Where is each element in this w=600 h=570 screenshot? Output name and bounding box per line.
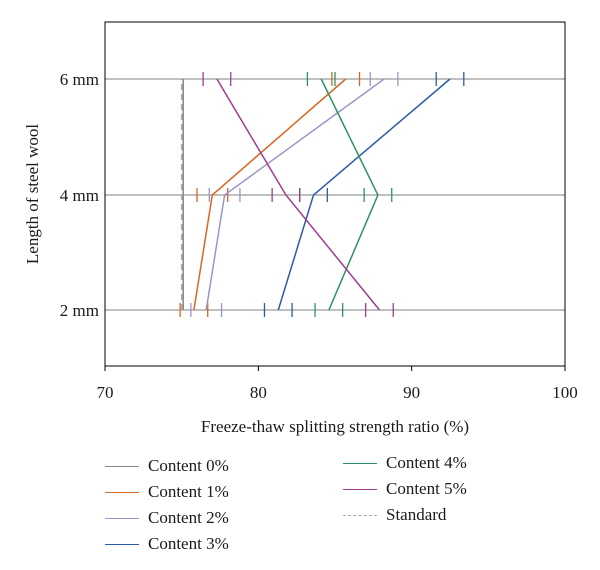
series-line bbox=[320, 78, 379, 311]
y-tick-label: 4 mm bbox=[60, 186, 99, 205]
legend-swatch bbox=[105, 517, 139, 519]
x-tick-label: 100 bbox=[552, 383, 578, 402]
series-content-1- bbox=[179, 72, 361, 317]
legend-item-content-0: Content 0% bbox=[105, 455, 229, 477]
x-ticks: 70 80 90 100 bbox=[97, 366, 578, 402]
legend-swatch bbox=[343, 514, 377, 516]
x-tick-label: 70 bbox=[97, 383, 114, 402]
series-content-5- bbox=[202, 72, 394, 317]
legend-label: Content 1% bbox=[148, 482, 229, 501]
legend-swatch bbox=[105, 543, 139, 545]
y-ticks: 2 mm 4 mm 6 mm bbox=[60, 70, 99, 320]
legend-label: Content 4% bbox=[386, 453, 467, 472]
legend-swatch bbox=[105, 491, 139, 493]
legend-item-content-4: Content 4% bbox=[343, 452, 467, 474]
legend-item-content-5: Content 5% bbox=[343, 478, 467, 500]
legend-label: Content 0% bbox=[148, 456, 229, 475]
legend-item-content-3: Content 3% bbox=[105, 533, 229, 555]
legend-swatch bbox=[343, 462, 377, 464]
plot-frame bbox=[104, 21, 566, 367]
series-content-2- bbox=[190, 72, 399, 317]
legend-item-content-2: Content 2% bbox=[105, 507, 229, 529]
legend-label: Content 5% bbox=[386, 479, 467, 498]
legend-item-standard: Standard bbox=[343, 504, 446, 526]
series-content-4- bbox=[306, 72, 393, 317]
legend-label: Content 2% bbox=[148, 508, 229, 527]
x-tick-label: 90 bbox=[403, 383, 420, 402]
series-line bbox=[205, 78, 385, 311]
x-tick-label: 80 bbox=[250, 383, 267, 402]
y-tick-label: 6 mm bbox=[60, 70, 99, 89]
legend-swatch bbox=[105, 465, 139, 467]
y-axis-label: Length of steel wool bbox=[23, 124, 42, 264]
series-lines bbox=[179, 72, 465, 317]
series-line bbox=[277, 78, 451, 311]
y-tick-label: 2 mm bbox=[60, 301, 99, 320]
legend-swatch bbox=[343, 488, 377, 490]
series-line bbox=[216, 78, 381, 311]
x-axis-label: Freeze-thaw splitting strength ratio (%) bbox=[201, 417, 469, 436]
legend-label: Standard bbox=[386, 505, 447, 524]
gridlines bbox=[105, 78, 565, 311]
legend-item-content-1: Content 1% bbox=[105, 481, 229, 503]
legend-label: Content 3% bbox=[148, 534, 229, 553]
series-line bbox=[193, 78, 347, 311]
